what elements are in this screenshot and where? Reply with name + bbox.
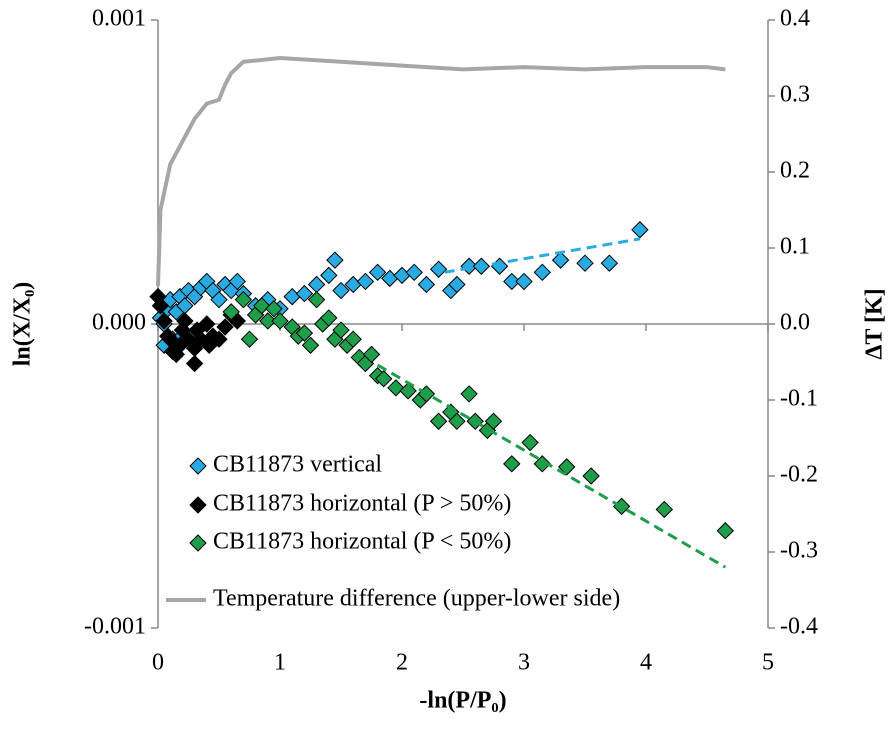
point bbox=[307, 290, 326, 309]
point bbox=[533, 455, 552, 473]
point bbox=[655, 500, 674, 519]
x-axis-label: -ln(P/P₀) bbox=[419, 688, 506, 714]
x-tick-label: 5 bbox=[762, 650, 774, 676]
point bbox=[210, 290, 228, 309]
legend-label: CB11873 horizontal (P < 50%) bbox=[213, 529, 511, 555]
y2-axis-label: ΔT [K] bbox=[862, 288, 888, 359]
point bbox=[159, 327, 177, 345]
point bbox=[332, 321, 350, 339]
y2-tick-label: 0.1 bbox=[780, 234, 810, 260]
point bbox=[429, 260, 448, 278]
point bbox=[557, 458, 576, 476]
point bbox=[374, 370, 393, 388]
point bbox=[198, 315, 216, 333]
point bbox=[631, 221, 649, 239]
point bbox=[393, 266, 411, 285]
legend-marker bbox=[189, 534, 207, 552]
x-tick-label: 0 bbox=[152, 650, 164, 676]
point bbox=[185, 354, 204, 373]
y2-tick-label: 0.3 bbox=[780, 82, 810, 108]
point bbox=[521, 433, 539, 452]
point bbox=[429, 412, 448, 430]
point bbox=[368, 263, 387, 282]
point bbox=[405, 263, 423, 282]
point bbox=[515, 272, 533, 291]
point bbox=[200, 336, 218, 354]
point bbox=[228, 272, 247, 291]
point bbox=[320, 266, 338, 285]
point bbox=[344, 330, 362, 348]
point bbox=[460, 385, 478, 403]
y-axis-label: ln(X/X₀) bbox=[10, 282, 36, 367]
x-tick-label: 3 bbox=[518, 650, 530, 676]
legend-marker bbox=[189, 496, 207, 514]
point bbox=[222, 303, 240, 321]
point bbox=[216, 318, 234, 336]
point bbox=[326, 251, 344, 269]
point bbox=[283, 287, 301, 306]
x-tick-label: 4 bbox=[640, 650, 652, 676]
point bbox=[240, 330, 259, 348]
point bbox=[551, 251, 570, 269]
point bbox=[301, 336, 320, 354]
x-tick-label: 1 bbox=[274, 650, 286, 676]
y2-tick-label: -0.2 bbox=[780, 462, 818, 488]
point bbox=[362, 345, 381, 364]
point bbox=[151, 297, 170, 315]
x-tick-label: 2 bbox=[396, 650, 408, 676]
point bbox=[234, 290, 253, 309]
legend-label: CB11873 vertical bbox=[213, 452, 382, 478]
point bbox=[320, 309, 338, 327]
point bbox=[576, 254, 594, 272]
point bbox=[600, 254, 619, 272]
point bbox=[490, 257, 509, 275]
y2-tick-label: 0.4 bbox=[780, 6, 810, 32]
point bbox=[716, 522, 735, 540]
y2-tick-label: 0.2 bbox=[780, 158, 810, 184]
point bbox=[356, 272, 375, 291]
point bbox=[448, 412, 466, 430]
legend-marker bbox=[189, 457, 207, 475]
point bbox=[399, 382, 417, 400]
y2-tick-label: -0.1 bbox=[780, 386, 818, 412]
trendline bbox=[376, 363, 727, 569]
point bbox=[387, 379, 405, 397]
legend-label: CB11873 horizontal (P > 50%) bbox=[213, 491, 511, 517]
point bbox=[332, 281, 350, 300]
y-tick-label: -0.001 bbox=[84, 614, 146, 640]
point bbox=[417, 275, 436, 294]
point bbox=[503, 272, 521, 291]
y-tick-label: 0.001 bbox=[92, 6, 146, 32]
y-tick-label: 0.000 bbox=[92, 310, 146, 336]
y2-tick-label: 0.0 bbox=[780, 310, 810, 336]
temperature-line bbox=[156, 55, 726, 287]
point bbox=[271, 312, 289, 330]
point bbox=[295, 324, 314, 342]
y2-tick-label: -0.4 bbox=[780, 614, 818, 640]
point bbox=[307, 275, 326, 294]
point bbox=[252, 297, 271, 315]
point bbox=[265, 300, 283, 318]
point bbox=[503, 455, 521, 473]
legend-label: Temperature difference (upper-lower side… bbox=[213, 586, 620, 612]
point bbox=[582, 467, 600, 485]
point bbox=[484, 412, 503, 430]
point bbox=[295, 284, 314, 303]
y2-tick-label: -0.3 bbox=[780, 538, 818, 564]
point bbox=[448, 275, 466, 294]
point bbox=[176, 312, 194, 330]
point bbox=[259, 312, 277, 330]
point bbox=[533, 263, 552, 282]
point bbox=[155, 312, 173, 330]
trendline bbox=[444, 237, 641, 274]
